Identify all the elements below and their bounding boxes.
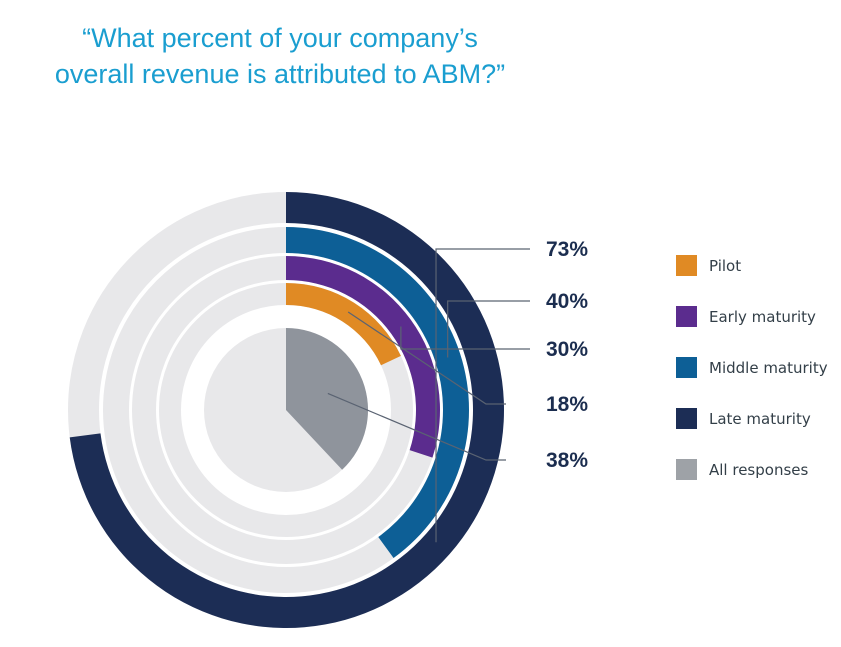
legend-label-all-responses: All responses [709, 460, 809, 479]
legend-item-middle-maturity: Middle maturity [676, 342, 828, 393]
bar-pilot [286, 283, 401, 366]
data-label-all-responses: 38% [546, 449, 588, 472]
data-label-early-maturity: 30% [546, 338, 588, 361]
leader-line-pilot [347, 311, 506, 405]
leader-line-early-maturity [400, 326, 530, 350]
chart-title-line-1: “What percent of your company’s [82, 23, 478, 53]
legend-swatch-early-maturity [676, 306, 697, 327]
bar-middle-maturity [286, 227, 469, 559]
chart-title: “What percent of your company’s overall … [0, 20, 560, 92]
data-label-middle-maturity: 40% [546, 290, 588, 313]
legend-swatch-pilot [676, 255, 697, 276]
bar-all-responses [286, 328, 368, 470]
legend-label-early-maturity: Early maturity [709, 307, 816, 326]
leader-line-middle-maturity [447, 300, 530, 358]
chart-title-line-2: overall revenue is attributed to ABM?” [54, 59, 506, 89]
legend-swatch-all-responses [676, 459, 697, 480]
legend-item-all-responses: All responses [676, 444, 828, 495]
chart-legend: Pilot Early maturity Middle maturity Lat… [676, 240, 828, 495]
legend-label-late-maturity: Late maturity [709, 409, 811, 428]
legend-item-late-maturity: Late maturity [676, 393, 828, 444]
legend-swatch-late-maturity [676, 408, 697, 429]
data-label-late-maturity: 73% [546, 238, 588, 261]
legend-item-early-maturity: Early maturity [676, 291, 828, 342]
bar-early-maturity [286, 256, 440, 458]
legend-label-middle-maturity: Middle maturity [709, 358, 828, 377]
legend-label-pilot: Pilot [709, 256, 742, 275]
leader-line-all-responses [327, 392, 506, 461]
leader-line-late-maturity [435, 248, 530, 543]
data-label-pilot: 18% [546, 393, 588, 416]
legend-swatch-middle-maturity [676, 357, 697, 378]
legend-item-pilot: Pilot [676, 240, 828, 291]
